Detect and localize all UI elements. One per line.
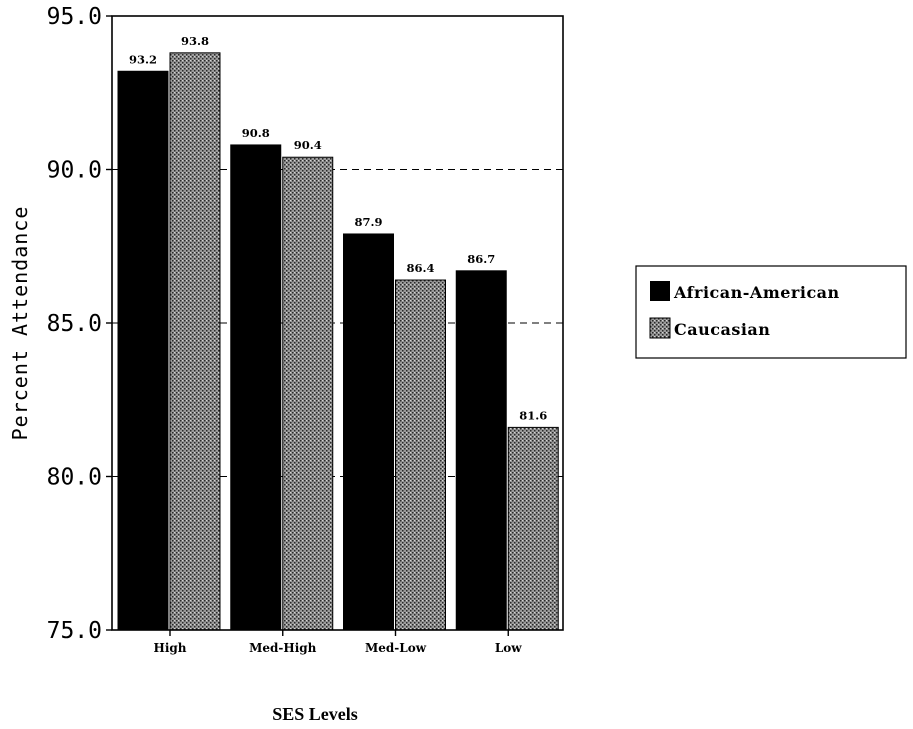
data-label-african-american-high: 93.2 [129, 52, 157, 66]
data-label-african-american-med-high: 90.8 [242, 126, 270, 140]
bar-african-american-low [455, 270, 507, 631]
y-axis-ticks: 75.0 80.0 85.0 90.0 95.0 [47, 4, 112, 644]
data-labels: 93.2 93.8 90.8 90.4 87.9 86.4 86.7 81.6 [129, 34, 547, 423]
data-label-caucasian-high: 93.8 [181, 34, 209, 48]
x-tick-label-high: High [153, 641, 186, 655]
legend-box [635, 265, 907, 359]
bar-caucasian-high [169, 52, 221, 631]
y-tick-label: 85.0 [47, 311, 102, 337]
y-tick-label: 95.0 [47, 4, 102, 30]
bar-african-american-med-high [230, 144, 282, 631]
x-tick-label-med-low: Med-Low [365, 641, 427, 655]
legend-label-caucasian: Caucasian [674, 320, 770, 339]
legend: African-American Caucasian [635, 265, 907, 359]
x-tick-label-med-high: Med-High [249, 641, 317, 655]
legend-label-african-american: African-American [673, 283, 840, 302]
y-tick-label: 80.0 [47, 465, 102, 491]
bar-caucasian-med-high [282, 156, 334, 631]
bar-african-american-high [117, 70, 169, 631]
bars [117, 52, 559, 631]
bar-african-american-med-low [343, 233, 394, 631]
data-label-caucasian-med-high: 90.4 [294, 138, 322, 152]
y-tick-label: 90.0 [47, 158, 102, 184]
data-label-caucasian-low: 81.6 [519, 408, 547, 422]
y-tick-label: 75.0 [47, 618, 102, 644]
bar-caucasian-med-low [395, 279, 446, 631]
data-label-caucasian-med-low: 86.4 [406, 261, 434, 275]
y-axis-title: Percent Attendance [8, 206, 32, 441]
x-tick-label-low: Low [495, 641, 522, 655]
legend-swatch-african-american [650, 281, 670, 301]
x-axis-ticks: High Med-High Med-Low Low [153, 630, 522, 655]
legend-swatch-caucasian [649, 317, 671, 339]
data-label-african-american-low: 86.7 [467, 252, 495, 266]
bar-caucasian-low [507, 426, 559, 631]
x-axis-title: SES Levels [272, 704, 358, 724]
data-label-african-american-med-low: 87.9 [354, 215, 382, 229]
